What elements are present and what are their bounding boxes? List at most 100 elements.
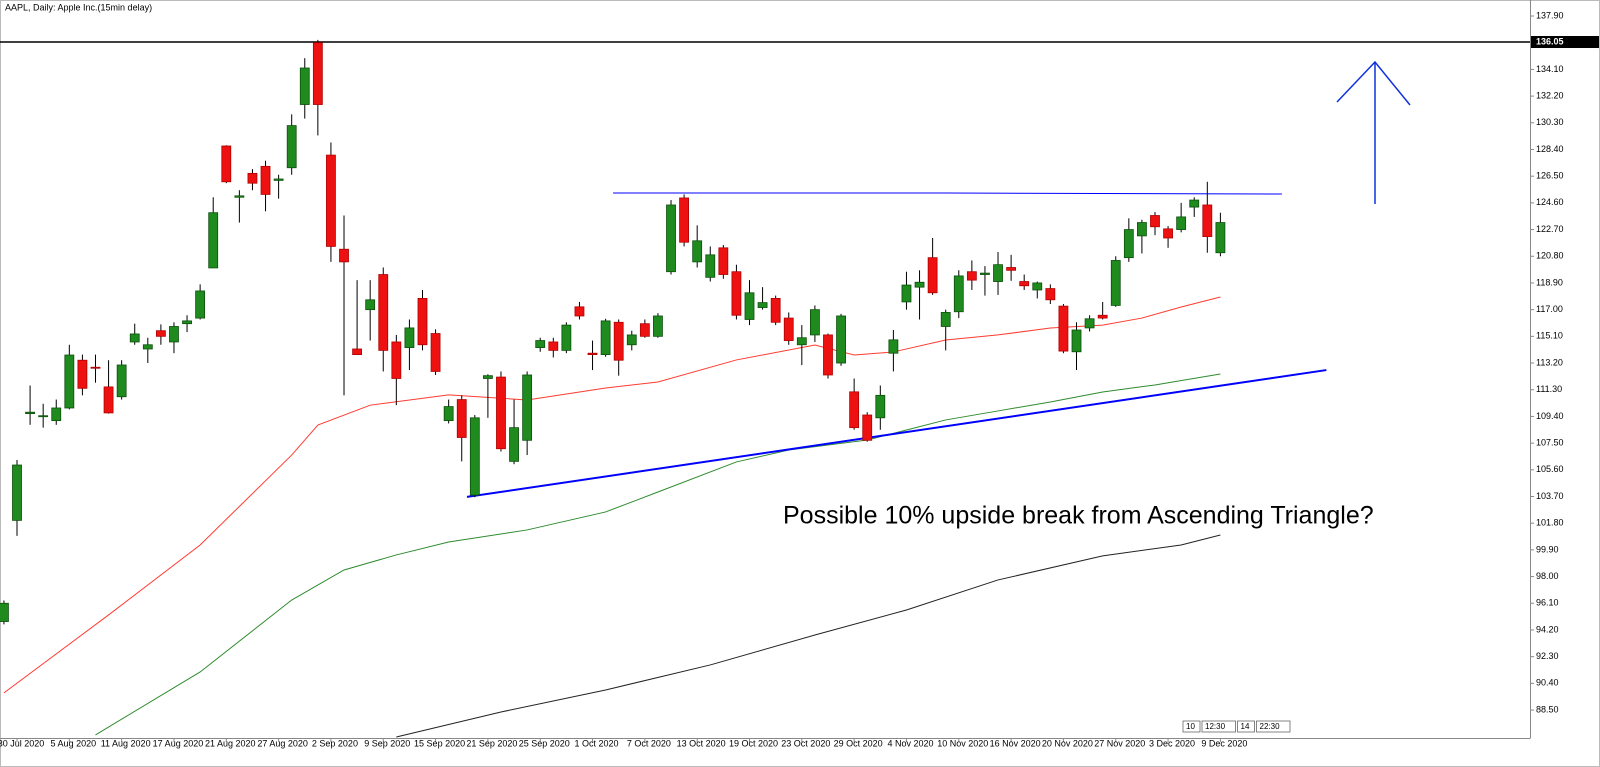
y-tick-label: 118.90 — [1536, 277, 1563, 287]
candle-body — [273, 178, 284, 181]
candle-body — [38, 415, 49, 418]
chart-title: AAPL, Daily: Apple Inc.(15min delay) — [5, 2, 152, 12]
candle-body — [326, 154, 336, 247]
footer-tag-box — [1201, 720, 1236, 733]
candle-body — [888, 339, 899, 354]
candle-body — [836, 315, 846, 364]
x-tick-label: 29 Oct 2020 — [834, 738, 883, 748]
y-tick-label: 88.50 — [1536, 704, 1559, 714]
candle-body — [116, 364, 127, 398]
x-tick-label: 9 Dec 2020 — [1201, 738, 1247, 748]
y-tick-label: 98.00 — [1536, 571, 1559, 581]
candle-body — [339, 248, 349, 263]
candle-body — [522, 374, 533, 441]
candle-body — [1202, 204, 1213, 237]
candle-body — [1006, 267, 1017, 271]
arrow-head — [1336, 60, 1411, 106]
candle-body — [1058, 305, 1069, 352]
trend-line — [466, 369, 1327, 498]
candle-body — [1045, 288, 1056, 301]
y-tick-label: 134.10 — [1536, 64, 1564, 74]
candle-body — [810, 309, 820, 336]
candle-body — [679, 197, 689, 243]
x-tick-label: 11 Aug 2020 — [101, 738, 151, 748]
candle-body — [940, 312, 951, 327]
footer-tag: 14 — [1241, 722, 1250, 731]
candle-body — [705, 254, 716, 278]
candle-body — [692, 240, 703, 263]
candle-body — [221, 145, 232, 183]
x-tick-label: 5 Aug 2020 — [51, 738, 97, 748]
candle-body — [914, 281, 925, 288]
candle-body — [456, 399, 467, 438]
y-tick-label: 136.05 — [1536, 36, 1564, 46]
y-tick-label: 122.70 — [1536, 224, 1564, 234]
y-tick-label: 94.20 — [1536, 624, 1559, 634]
candle-body — [757, 302, 768, 308]
candle-body — [796, 337, 807, 346]
candle-body — [312, 42, 323, 105]
y-tick-label: 113.20 — [1536, 357, 1563, 367]
candle-body — [600, 320, 611, 355]
candle-body — [626, 334, 637, 346]
candle-body — [862, 414, 873, 441]
x-tick-label: 4 Nov 2020 — [887, 738, 933, 748]
y-tick-label: 105.60 — [1536, 464, 1564, 474]
candle-body — [0, 602, 9, 622]
candle-body — [783, 317, 794, 341]
candle-body — [182, 320, 192, 325]
x-tick-label: 2 Sep 2020 — [312, 738, 358, 748]
y-tick-label: 115.10 — [1536, 331, 1563, 341]
y-tick-label: 99.90 — [1536, 544, 1559, 554]
footer-tag: 12:30 — [1205, 722, 1226, 731]
y-tick-label: 128.40 — [1536, 144, 1564, 154]
candle-body — [1176, 216, 1187, 230]
x-tick-label: 19 Oct 2020 — [729, 738, 778, 748]
footer-tag-box — [1182, 720, 1201, 733]
x-tick-label: 9 Sep 2020 — [364, 738, 410, 748]
arrow — [1336, 60, 1411, 204]
moving-average — [396, 534, 1221, 738]
candle-body — [770, 298, 781, 323]
candle-body — [1123, 229, 1134, 259]
x-tick-label: 7 Oct 2020 — [627, 738, 671, 748]
y-tick-label: 90.40 — [1536, 678, 1559, 688]
candle-body — [535, 340, 546, 348]
candle-body — [208, 212, 219, 269]
candle-body — [509, 427, 519, 462]
candle-body — [966, 271, 977, 281]
candle-body — [1215, 222, 1226, 254]
y-tick-label: 124.60 — [1536, 197, 1564, 207]
x-tick-label: 25 Sep 2020 — [519, 738, 570, 748]
y-tick-label: 92.30 — [1536, 651, 1559, 661]
candle-body — [391, 341, 402, 379]
candle-body — [875, 394, 886, 419]
price-label-box — [1531, 36, 1599, 49]
candle-body — [247, 172, 258, 184]
candle-body — [417, 298, 428, 346]
candle-body — [378, 274, 389, 351]
candle-body — [482, 375, 493, 379]
candle-body — [718, 247, 729, 275]
x-tick-label: 15 Sep 2020 — [414, 738, 465, 748]
candle-body — [744, 292, 755, 320]
candle-body — [469, 417, 480, 496]
candle-body — [823, 334, 833, 376]
candle-body — [1084, 318, 1095, 329]
x-tick-label: 10 Nov 2020 — [937, 738, 988, 748]
candle-body — [1071, 329, 1082, 353]
candle-body — [443, 406, 454, 422]
x-tick-label: 21 Sep 2020 — [466, 738, 517, 748]
candle-body — [25, 411, 35, 415]
candle-body — [1137, 222, 1147, 237]
x-tick-label: 16 Nov 2020 — [990, 738, 1041, 748]
candle-body — [666, 204, 676, 273]
y-tick-label: 111.30 — [1536, 384, 1562, 394]
candle-body — [404, 327, 415, 348]
candle-body — [286, 125, 297, 169]
candle-body — [953, 275, 964, 313]
x-tick-label: 3 Dec 2020 — [1149, 738, 1195, 748]
candle-body — [12, 464, 22, 521]
